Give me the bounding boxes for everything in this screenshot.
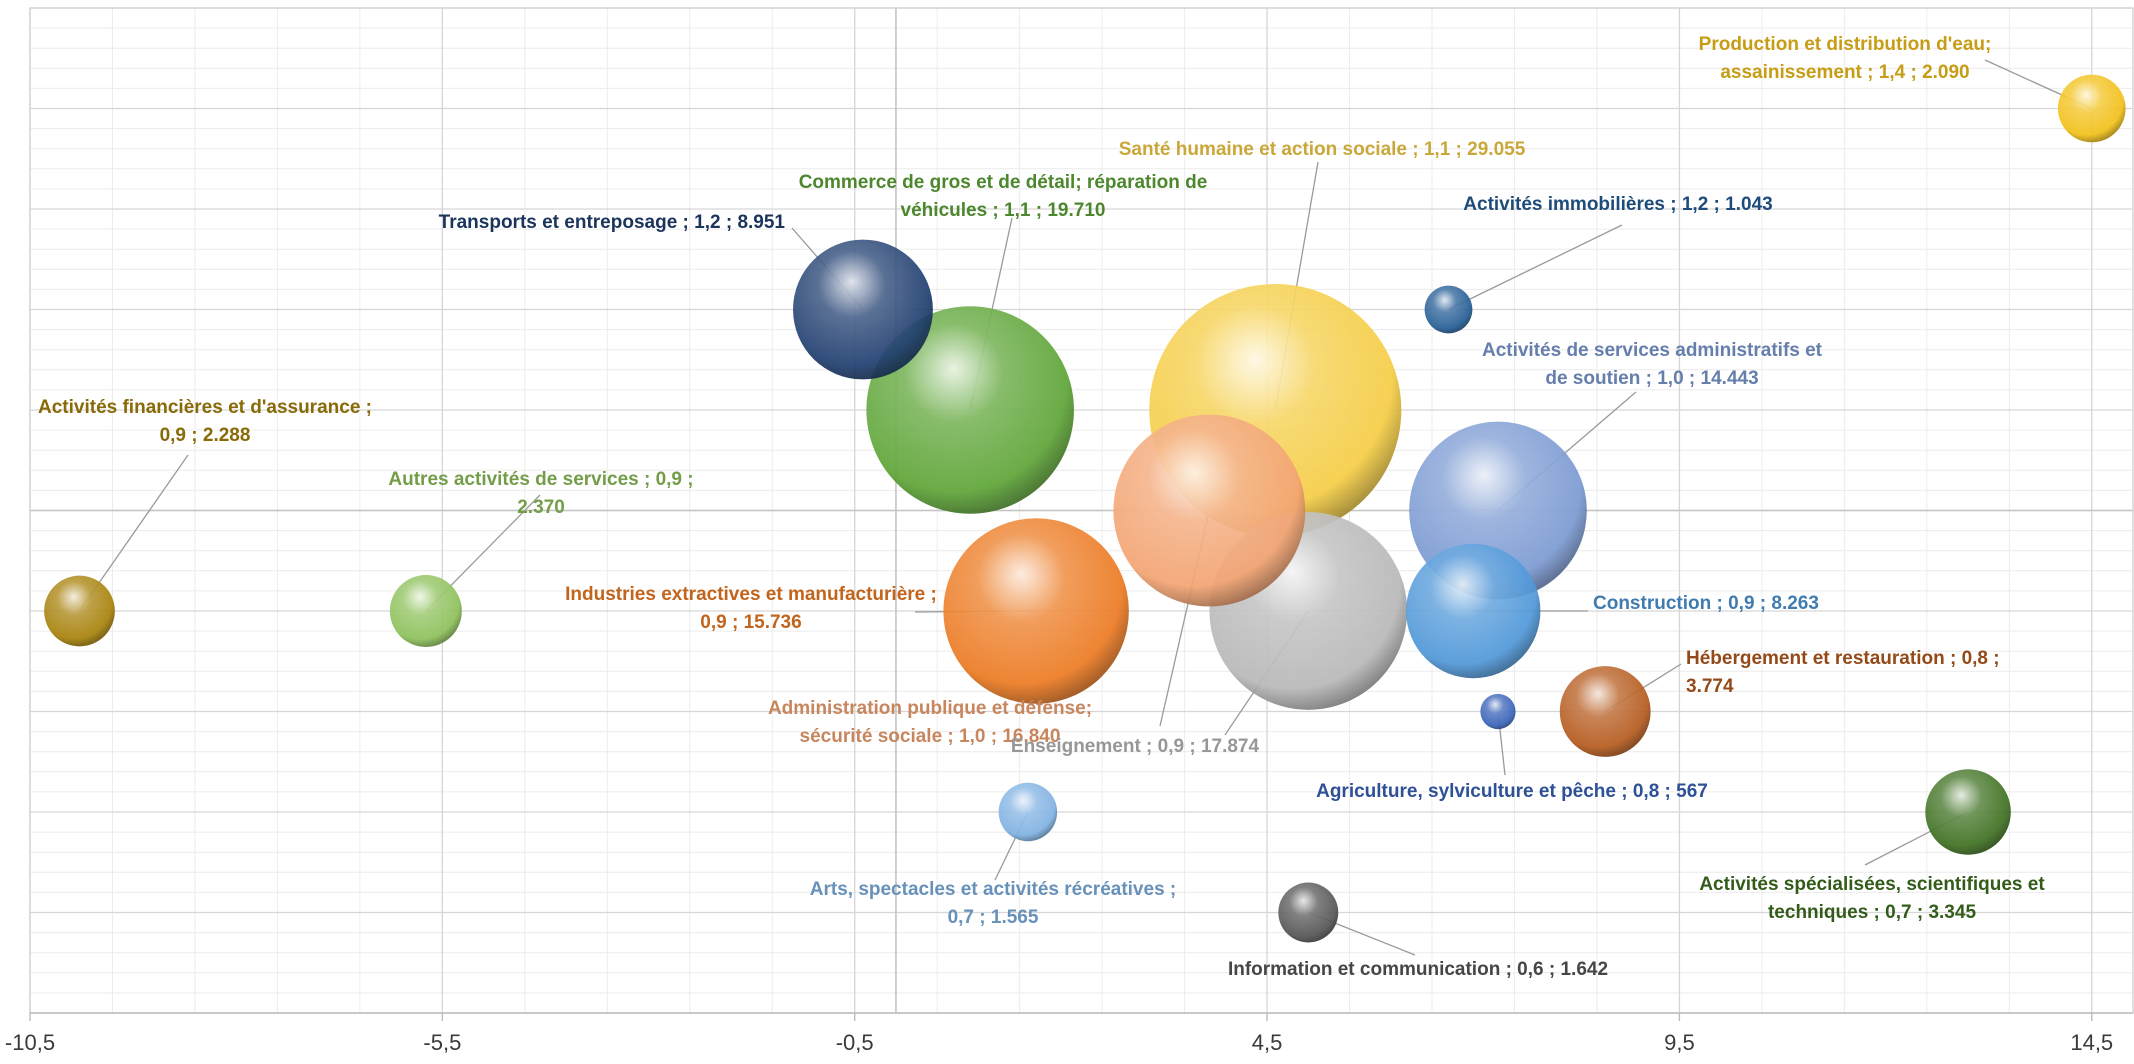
x-tick-label: 4,5 — [1252, 1030, 1283, 1055]
x-tick-label: 9,5 — [1664, 1030, 1695, 1055]
x-tick-label: 14,5 — [2070, 1030, 2113, 1055]
data-label: Administration publique et défense; sécur… — [768, 698, 1092, 747]
data-label: Santé humaine et action sociale ; 1,1 ; … — [1119, 139, 1526, 160]
bubble — [793, 239, 933, 380]
data-label: Agriculture, sylviculture et pêche ; 0,8… — [1316, 781, 1708, 802]
leader-line — [1448, 224, 1623, 311]
data-label: Activités immobilières ; 1,2 ; 1.043 — [1463, 194, 1772, 215]
bubble — [1278, 882, 1339, 943]
bubble — [866, 306, 1074, 514]
data-labels: Production et distribution d'eau; assaini… — [38, 34, 2045, 980]
data-label: Commerce de gros et de détail; réparatio… — [799, 172, 1208, 221]
data-label: Arts, spectacles et activités récréative… — [810, 879, 1177, 928]
data-label: Transports et entreposage ; 1,2 ; 8.951 — [439, 212, 786, 233]
bubble — [1406, 543, 1541, 679]
data-label: Industries extractives et manufacturière… — [565, 584, 937, 633]
data-label: Production et distribution d'eau; assaini… — [1699, 34, 1992, 83]
leader-lines — [78, 59, 2093, 956]
x-tick-label: -0,5 — [836, 1030, 874, 1055]
major-gridlines — [29, 7, 2134, 1014]
x-tick-label: -5,5 — [423, 1030, 461, 1055]
bubble — [943, 518, 1129, 704]
bubble — [1480, 693, 1516, 730]
bubble — [1424, 285, 1473, 334]
bubble — [44, 575, 115, 647]
data-label: Enseignement ; 0,9 ; 17.874 — [1011, 736, 1260, 757]
bubble — [998, 782, 1058, 842]
data-label: Construction ; 0,9 ; 8.263 — [1593, 593, 1819, 614]
bubbles — [44, 74, 2126, 943]
bubble — [2057, 74, 2126, 143]
bubble — [1113, 414, 1306, 607]
bubble — [389, 575, 462, 647]
data-label: Information et communication ; 0,6 ; 1.6… — [1228, 959, 1608, 980]
bubble — [1925, 769, 2011, 855]
data-label: Hébergement et restauration ; 0,8 ; 3.774 — [1686, 648, 2000, 697]
data-label: Activités de services administratifs et d… — [1482, 340, 1823, 389]
data-label: Autres activités de services ; 0,9 ; 2.37… — [388, 469, 693, 518]
x-axis: -10,5 -5,5 -0,5 4,5 9,5 14,5 — [5, 1012, 2133, 1055]
data-label: Activités financières et d'assurance ; 0,… — [38, 397, 372, 446]
bubble — [1559, 666, 1651, 757]
data-label: Activités spécialisées, scientifiques et… — [1699, 874, 2045, 923]
x-tick-label: -10,5 — [5, 1030, 55, 1055]
